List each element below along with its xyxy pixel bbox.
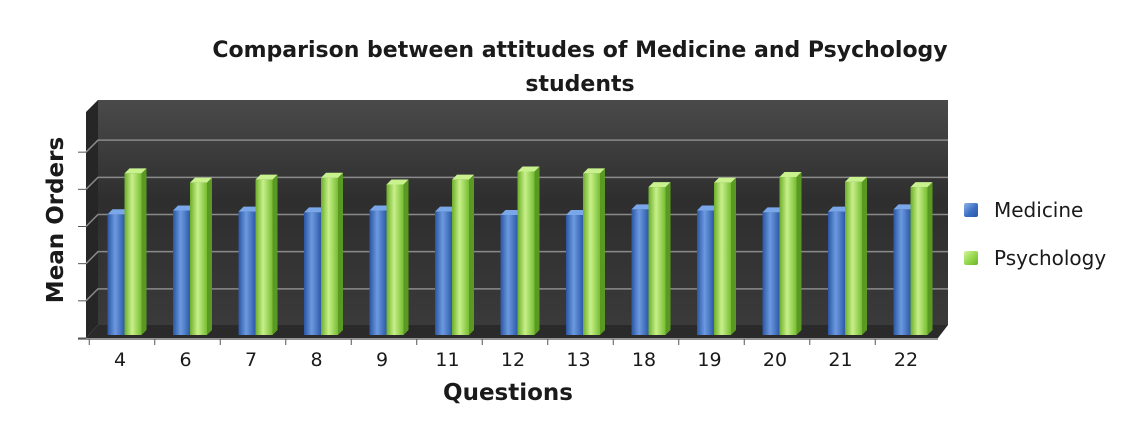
legend-label-psychology: Psychology [994,246,1107,270]
bar-psychology-12 [517,166,540,335]
bar-psychology-8 [321,172,343,335]
legend-item-medicine: Medicine [964,196,1106,224]
x-tick-label: 20 [763,349,787,371]
x-tick-label: 9 [376,349,388,371]
bar-psychology-18 [648,182,671,335]
x-tick-label: 21 [828,349,852,371]
legend-item-psychology: Psychology [964,244,1106,272]
legend-label-medicine: Medicine [994,198,1084,222]
bar-psychology-6 [190,177,212,335]
chart-title-line-1: Comparison between attitudes of Medicine… [212,38,948,63]
x-tick-label: 18 [632,349,656,371]
x-tick-label: 7 [245,349,257,371]
x-tick-label: 13 [566,349,590,371]
y-axis-label: Mean Orders [43,136,69,304]
x-tick-label: 12 [501,349,525,371]
bar-psychology-4 [124,168,147,335]
legend: Medicine Psychology [964,196,1106,292]
gridline [85,176,948,190]
bar-psychology-11 [452,174,474,335]
x-tick-label: 11 [435,349,459,371]
chart-title: Comparison between attitudes of Medicine… [80,34,1080,102]
bar-psychology-20 [779,172,802,335]
x-tick-label: 6 [179,349,191,371]
x-tick-label: 22 [894,349,918,371]
chart-title-line-2: students [525,72,635,97]
gridline [85,139,948,153]
x-tick-label: 19 [697,349,721,371]
bar-psychology-19 [714,177,736,335]
bar-psychology-21 [845,176,867,335]
bar-psychology-9 [386,179,409,335]
bar-psychology-22 [910,182,933,335]
x-axis-label: Questions [443,380,573,406]
x-tick-label: 4 [114,349,126,371]
x-tick-label: 8 [310,349,322,371]
chart-side-wall [86,100,98,338]
bar-psychology-7 [255,174,278,335]
legend-swatch-medicine [964,203,978,217]
legend-swatch-psychology [964,251,978,265]
bar-psychology-13 [583,168,605,335]
